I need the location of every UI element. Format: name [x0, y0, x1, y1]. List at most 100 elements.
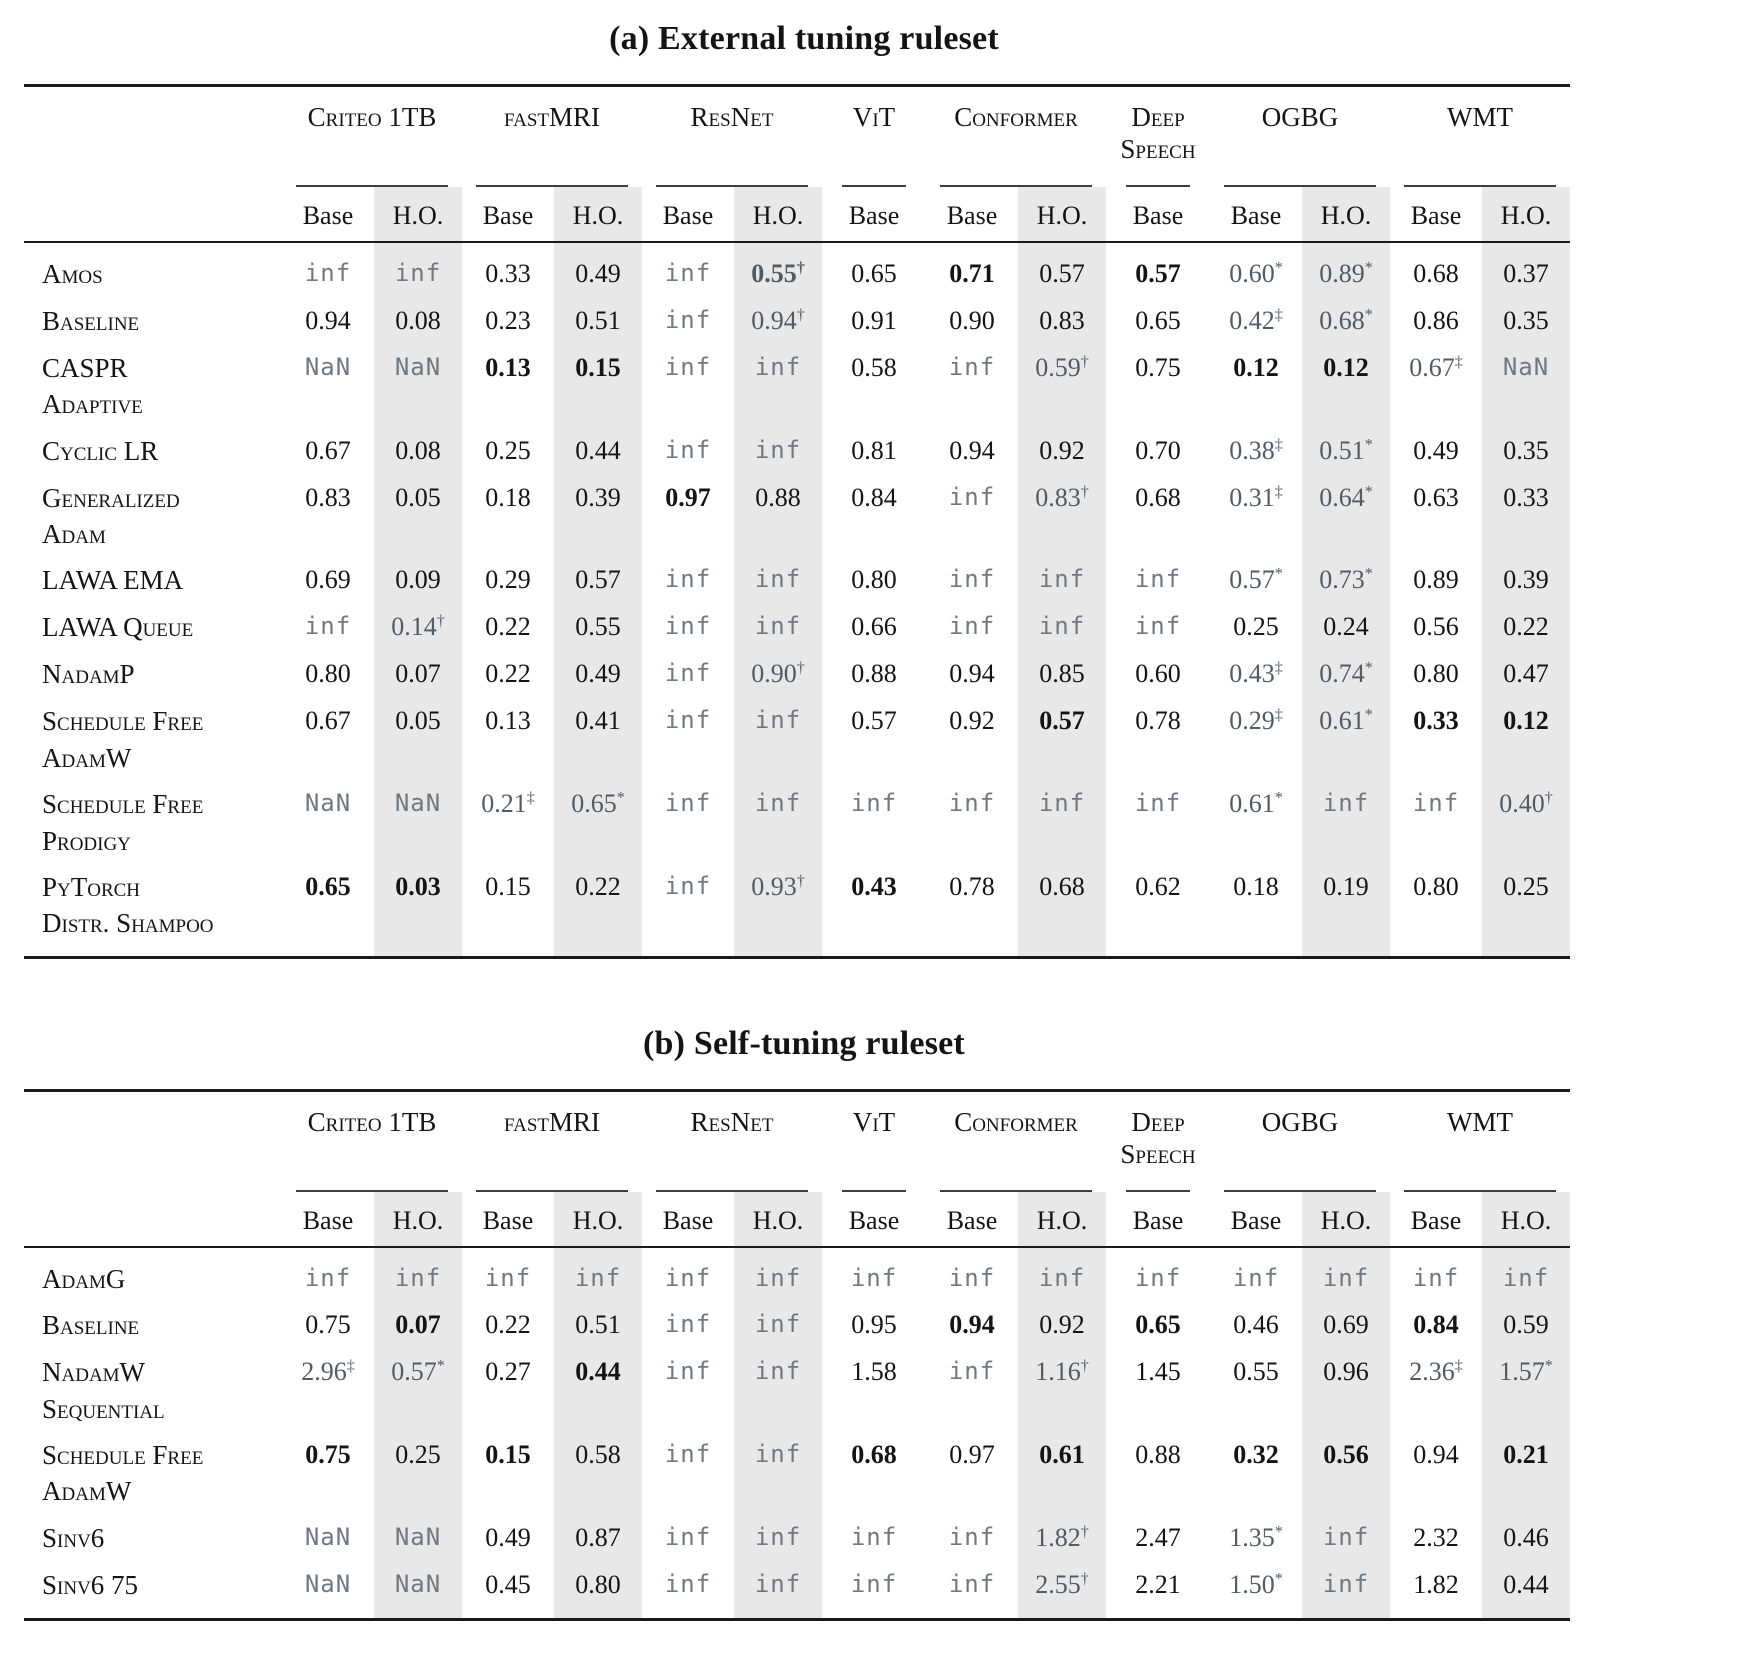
footnote-marker: *: [1364, 706, 1373, 724]
footnote-marker: ‡: [1454, 353, 1463, 371]
cell: 0.65: [1135, 1310, 1181, 1340]
footnote-marker: ‡: [346, 1357, 355, 1375]
cell: inf: [664, 1440, 712, 1469]
cell: 0.57*: [374, 1349, 462, 1433]
cell: 0.62: [1135, 871, 1181, 901]
cell: 0.75: [305, 1440, 351, 1470]
cell: 0.83: [1018, 297, 1106, 345]
cell: NaN: [304, 1522, 352, 1551]
row-label: Amos: [42, 259, 103, 289]
cell: inf: [1302, 1514, 1390, 1562]
cell: 0.65: [851, 259, 897, 288]
workload-header-wmt: WMT: [1390, 86, 1570, 187]
cell: NaN: [304, 1569, 352, 1598]
cell: 0.75: [1135, 352, 1181, 382]
cell: 0.25: [374, 1432, 462, 1515]
cell: 0.31‡: [1229, 482, 1283, 512]
cell: 0.23: [485, 305, 531, 335]
cell: 0.67: [305, 435, 351, 465]
workload-header-criteo-1tb: Criteo 1TB: [282, 1090, 462, 1192]
footnote-marker: †: [1080, 1357, 1089, 1375]
cell: 2.21: [1135, 1569, 1181, 1599]
cell: 0.88: [734, 474, 822, 558]
cell: 0.86: [1413, 305, 1459, 335]
col-header-heldout: H.O.: [554, 1191, 642, 1247]
cell: 0.65*: [554, 781, 642, 864]
table-row: Schedule Free Prodigy NaN NaN 0.21‡ 0.65* inf i…: [24, 781, 1570, 864]
cell: 0.56: [1302, 1432, 1390, 1515]
cell: inf: [1412, 1263, 1460, 1292]
cell: inf: [664, 706, 712, 735]
workload-underline: [656, 185, 808, 187]
cell: 0.63: [1413, 482, 1459, 512]
cell: inf: [734, 557, 822, 605]
footnote-marker: †: [1080, 353, 1089, 371]
row-label: NadamP: [42, 659, 135, 690]
cell: 2.36‡: [1409, 1357, 1463, 1387]
cell: 0.07: [374, 1302, 462, 1350]
table-row: Generalized Adam 0.83 0.05 0.18 0.39 0.97 0.88 0…: [24, 474, 1570, 558]
cell: 0.49: [1413, 435, 1459, 465]
paper-page: (a) External tuning ruleset Criteo 1TB fa…: [24, 20, 1570, 1621]
workload-underline: [1224, 185, 1376, 187]
workload-underline: [842, 185, 906, 187]
cell: NaN: [374, 344, 462, 428]
cell: 0.44: [554, 427, 642, 475]
col-header-base: Base: [662, 201, 714, 230]
cell: inf: [304, 259, 352, 287]
cell: 0.97: [665, 482, 711, 512]
cell: 0.90†: [734, 651, 822, 699]
cell: 0.09: [374, 557, 462, 605]
cell: inf: [664, 352, 712, 381]
workload-label: Criteo 1TB: [307, 1106, 437, 1137]
cell: 1.82: [1413, 1569, 1459, 1599]
cell: 0.14†: [374, 604, 462, 652]
cell: inf: [948, 565, 996, 594]
footnote-marker: †: [1080, 482, 1089, 500]
cell: NaN: [304, 352, 352, 381]
row-label: Schedule Free Prodigy: [42, 789, 204, 856]
workload-label: Conformer: [954, 102, 1078, 132]
table-row: NadamP 0.80 0.07 0.22 0.49 inf 0.90† 0.88 0.94 0.…: [24, 651, 1570, 699]
cell: inf: [554, 1246, 642, 1303]
cell: 0.89*: [1302, 242, 1390, 298]
table-row: PyTorch Distr. Shampoo 0.65 0.03 0.15 0.22 inf…: [24, 863, 1570, 958]
table-row: NadamW Sequential 2.96‡ 0.57* 0.27 0.44 inf inf…: [24, 1349, 1570, 1433]
cell: 2.32: [1413, 1522, 1459, 1552]
cell: 0.92: [949, 706, 995, 736]
workload-underline: [296, 1189, 448, 1192]
cell: 0.12: [1482, 698, 1570, 782]
cell: 0.66: [851, 612, 897, 642]
cell: 0.18: [485, 482, 531, 512]
footnote-marker: ‡: [1454, 1357, 1463, 1375]
cell: 0.83†: [1018, 474, 1106, 558]
workload-label: WMT: [1447, 1106, 1513, 1137]
cell: 0.70: [1135, 435, 1181, 465]
corner-spacer: [24, 187, 282, 242]
cell: 0.84: [1413, 1310, 1459, 1340]
corner-spacer: [24, 1192, 282, 1247]
col-header-base: Base: [1230, 201, 1282, 230]
cell: 0.80: [1413, 871, 1459, 901]
cell: 0.57: [554, 557, 642, 605]
cell: NaN: [374, 1561, 462, 1620]
cell: 0.67‡: [1409, 352, 1463, 382]
cell: inf: [734, 604, 822, 652]
table-row: Amos inf inf 0.33 0.49 inf 0.55† 0.65 0.71 0.57 0.…: [24, 242, 1570, 298]
cell: 0.92: [1018, 427, 1106, 475]
cell: 0.73*: [1302, 557, 1390, 605]
cell: 0.33: [1482, 474, 1570, 558]
cell: NaN: [304, 789, 352, 818]
cell: NaN: [1482, 344, 1570, 428]
workload-header-vit: ViT: [822, 86, 926, 187]
cell: inf: [948, 482, 996, 511]
col-header-base: Base: [848, 1205, 900, 1235]
col-header-base: Base: [1410, 201, 1462, 230]
cell: 0.24: [1302, 604, 1390, 652]
cell: 0.61*: [1229, 789, 1283, 819]
cell: inf: [948, 789, 996, 818]
cell: NaN: [374, 1514, 462, 1562]
footnote-marker: *: [1364, 259, 1373, 277]
footnote-marker: *: [1274, 1570, 1283, 1588]
cell: inf: [304, 612, 352, 641]
